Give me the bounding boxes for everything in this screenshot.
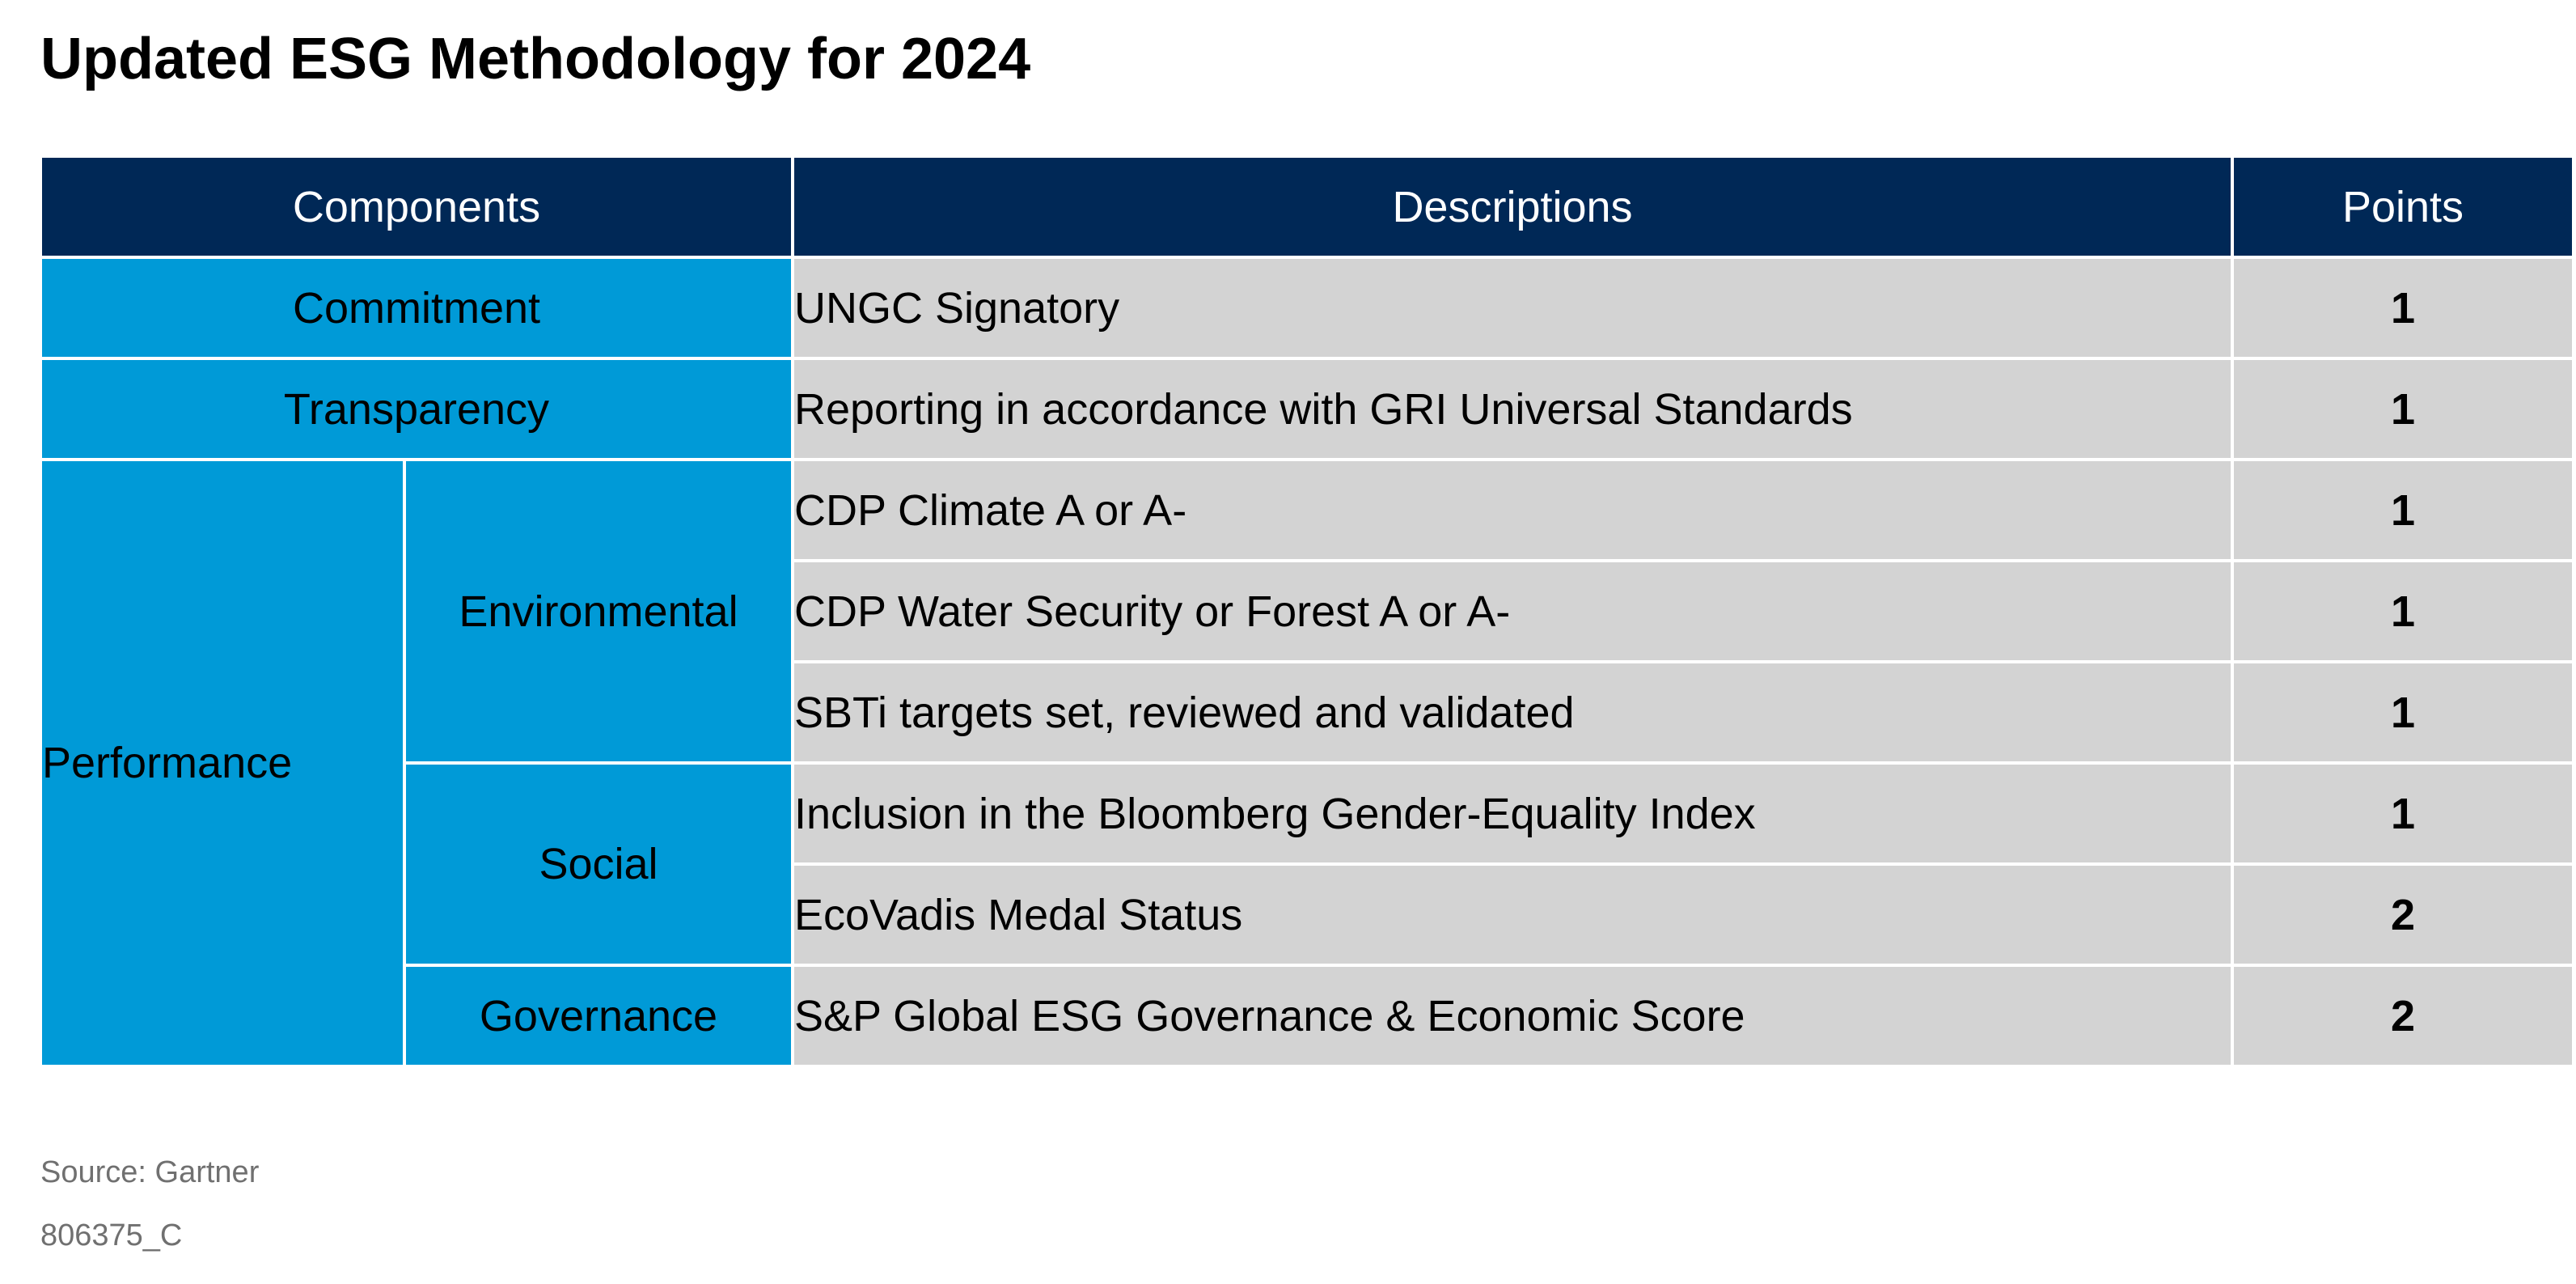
table-row: Commitment UNGC Signatory 1 xyxy=(39,256,2575,360)
description-cell: CDP Water Security or Forest A or A- xyxy=(791,559,2234,663)
source-note: Source: Gartner xyxy=(40,1155,260,1189)
description-cell: Reporting in accordance with GRI Univers… xyxy=(791,357,2234,461)
description-cell: S&P Global ESG Governance & Economic Sco… xyxy=(791,964,2234,1068)
subcomponent-governance: Governance xyxy=(403,964,794,1068)
header-points: Points xyxy=(2231,155,2575,259)
esg-methodology-table: Components Descriptions Points Commitmen… xyxy=(39,155,2575,1068)
points-cell: 1 xyxy=(2231,357,2575,461)
description-cell: Inclusion in the Bloomberg Gender-Equali… xyxy=(791,761,2234,866)
page-title: Updated ESG Methodology for 2024 xyxy=(40,27,1031,91)
header-descriptions: Descriptions xyxy=(791,155,2234,259)
header-components: Components xyxy=(39,155,794,259)
points-cell: 1 xyxy=(2231,761,2575,866)
subcomponent-social: Social xyxy=(403,761,794,967)
points-cell: 2 xyxy=(2231,862,2575,967)
points-cell: 1 xyxy=(2231,256,2575,360)
points-cell: 1 xyxy=(2231,559,2575,663)
table-row: Performance Environmental CDP Climate A … xyxy=(39,458,2575,1068)
points-cell: 1 xyxy=(2231,660,2575,765)
points-cell: 2 xyxy=(2231,964,2575,1068)
subcomponent-environmental: Environmental xyxy=(403,458,794,765)
table-row: CDP Water Security or Forest A or A- 1 xyxy=(40,559,2575,663)
table-row: EcoVadis Medal Status 2 xyxy=(40,862,2575,967)
table-row: Transparency Reporting in accordance wit… xyxy=(39,357,2575,461)
description-cell: UNGC Signatory xyxy=(791,256,2234,360)
description-cell: EcoVadis Medal Status xyxy=(791,862,2234,967)
table-row: Governance S&P Global ESG Governance & E… xyxy=(40,964,2575,1068)
table-header-row: Components Descriptions Points xyxy=(39,155,2575,259)
component-transparency: Transparency xyxy=(39,357,794,461)
table-row: SBTi targets set, reviewed and validated… xyxy=(40,660,2575,765)
description-cell: SBTi targets set, reviewed and validated xyxy=(791,660,2234,765)
table-row: Social Inclusion in the Bloomberg Gender… xyxy=(40,761,2575,967)
document-code: 806375_C xyxy=(40,1218,183,1252)
component-commitment: Commitment xyxy=(39,256,794,360)
points-cell: 1 xyxy=(2231,458,2575,562)
description-cell: CDP Climate A or A- xyxy=(791,458,2234,562)
component-performance: Performance xyxy=(39,458,406,1068)
